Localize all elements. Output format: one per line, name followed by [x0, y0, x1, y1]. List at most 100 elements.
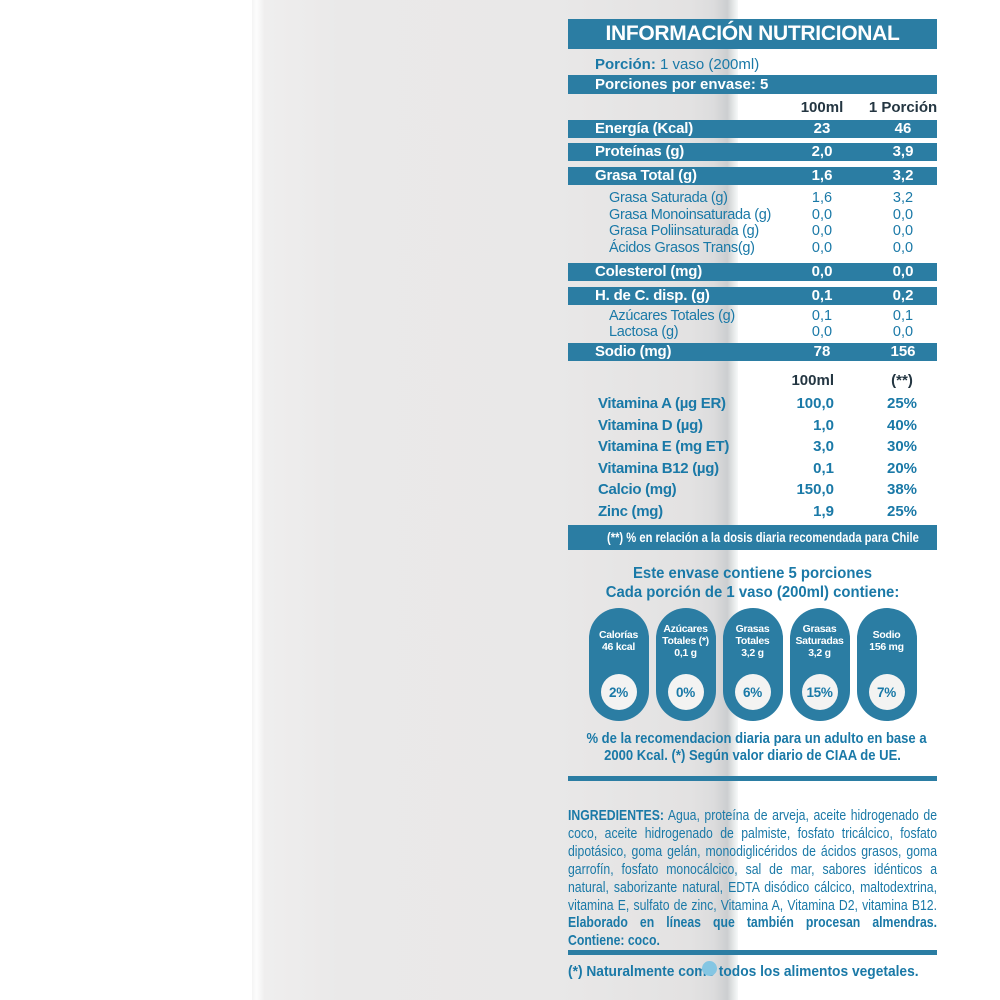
row-value-portion: 0,0 [892, 324, 914, 340]
badge-text: Grasas Totales 3,2 g [736, 608, 770, 674]
row-value-100ml: 0,0 [811, 207, 833, 223]
row-label: Lactosa (g) [609, 324, 679, 340]
row-value-100ml: 2,0 [811, 143, 833, 160]
row-label: Calcio (mg) [598, 481, 677, 498]
micro-header-pct: (**) [891, 372, 913, 389]
row-value-portion: 3,2 [892, 190, 914, 206]
row-value-100ml: 1,6 [811, 167, 833, 184]
row-value-100ml: 150,0 [796, 481, 834, 498]
row-label: Ácidos Grasos Trans(g) [609, 240, 755, 256]
badge-calorias: Calorías 46 kcal 2% [588, 608, 649, 721]
row-label: Grasa Total (g) [595, 167, 697, 184]
row-value-100ml: 0,0 [811, 324, 833, 340]
badge-percent: 0% [667, 674, 704, 710]
row-value-pct: 20% [886, 460, 918, 477]
badge-line: 0,1 g [674, 647, 697, 660]
badge-line: Totales (*) [662, 634, 709, 647]
serving-size-label: Porción: [595, 56, 656, 73]
ingredients-body: Agua, proteína de arveja, aceite hidroge… [568, 807, 938, 914]
row-value-100ml: 78 [813, 343, 831, 360]
column-headers: 100ml 1 Porción [568, 99, 937, 116]
vegetal-footnote: (*) Naturalmente como todos los alimento… [568, 964, 919, 980]
row-value-portion: 0,0 [892, 223, 914, 239]
ingredients-label: INGREDIENTES: [568, 807, 664, 824]
divider-bottom [568, 950, 937, 955]
pack-note-line1: Este envase contiene 5 porciones [632, 565, 873, 582]
serving-size-line: Porción: 1 vaso (200ml) [595, 56, 759, 73]
row-value-portion: 3,2 [892, 167, 914, 184]
ingredients-text: INGREDIENTES: Agua, proteína de arveja, … [568, 807, 937, 950]
light-blue-dot [702, 961, 717, 976]
row-value-portion: 0,0 [892, 207, 914, 223]
badge-grasas-saturadas: Grasas Saturadas 3,2 g 15% [789, 608, 850, 721]
badge-grasas-totales: Grasas Totales 3,2 g 6% [722, 608, 783, 721]
badge-line: 156 mg [869, 641, 904, 653]
row-label: Grasa Poliinsaturada (g) [609, 223, 759, 239]
column-header-100ml: 100ml [800, 99, 844, 116]
badge-text: Grasas Saturadas 3,2 g [795, 608, 843, 674]
row-value-portion: 0,2 [892, 287, 914, 304]
nutrition-panel: INFORMACIÓN NUTRICIONAL Porción: 1 vaso … [568, 0, 937, 1000]
micro-column-headers: 100ml (**) [568, 372, 937, 389]
badge-percent: 15% [801, 674, 838, 710]
table-row-sodio: Sodio (mg) 78 156 [568, 343, 937, 361]
row-value-portion: 156 [890, 343, 916, 360]
row-label: Colesterol (mg) [595, 263, 703, 280]
row-value-portion: 0,0 [892, 263, 914, 280]
row-label: Proteínas (g) [595, 143, 685, 160]
row-value-100ml: 1,0 [813, 417, 834, 434]
badge-line: Saturadas [795, 634, 844, 647]
badge-line: Grasas [735, 622, 770, 635]
row-label: Vitamina E (mg ET) [598, 438, 730, 455]
chile-footnote-band: (**) % en relación a la dosis diaria rec… [568, 525, 937, 550]
serving-size-value: 1 vaso (200ml) [655, 56, 760, 73]
row-value-100ml: 0,1 [813, 460, 834, 477]
panel-title: INFORMACIÓN NUTRICIONAL [568, 19, 937, 49]
badge-percent-value: 6% [743, 684, 762, 700]
row-value-100ml: 0,1 [811, 308, 833, 324]
row-value-100ml: 1,9 [813, 503, 834, 520]
row-value-pct: 25% [886, 395, 918, 412]
row-label: Energía (Kcal) [595, 120, 694, 137]
badge-line: 3,2 g [741, 647, 764, 660]
row-label: H. de C. disp. (g) [595, 287, 710, 304]
badge-text: Azúcares Totales (*) 0,1 g [662, 608, 709, 674]
badge-line: 46 kcal [602, 641, 635, 653]
table-row-acidos-trans: Ácidos Grasos Trans(g) 0,0 0,0 [568, 240, 937, 256]
badge-percent: 7% [868, 674, 905, 710]
package-surface: INFORMACIÓN NUTRICIONAL Porción: 1 vaso … [252, 0, 937, 1000]
row-label: Grasa Monoinsaturada (g) [609, 207, 772, 223]
row-value-100ml: 0,0 [811, 263, 833, 280]
badge-percent-value: 0% [676, 684, 695, 700]
row-label: Vitamina D (µg) [598, 417, 703, 434]
ingredients-allergen: Elaborado en líneas que también procesan… [568, 914, 938, 950]
badge-sodio: Sodio 156 mg 7% [856, 608, 917, 721]
table-row-grasa-poliinsaturada: Grasa Poliinsaturada (g) 0,0 0,0 [568, 223, 937, 239]
column-header-portion: 1 Porción [868, 99, 938, 116]
table-row-energia: Energía (Kcal) 23 46 [568, 120, 937, 138]
badge-percent-value: 2% [609, 684, 628, 700]
badge-percent-value: 7% [877, 684, 896, 700]
row-value-portion: 3,9 [892, 143, 914, 160]
table-row-grasa-monoinsaturada: Grasa Monoinsaturada (g) 0,0 0,0 [568, 207, 937, 223]
row-label: Grasa Saturada (g) [609, 190, 728, 206]
row-value-pct: 25% [886, 503, 918, 520]
row-label: Sodio (mg) [595, 343, 672, 360]
row-label: Zinc (mg) [598, 503, 663, 520]
table-row-azucares: Azúcares Totales (g) 0,1 0,1 [568, 308, 937, 324]
row-value-100ml: 0,1 [811, 287, 833, 304]
badge-percent-value: 15% [806, 684, 833, 700]
row-value-100ml: 0,0 [811, 240, 833, 256]
chile-footnote-text: (**) % en relación a la dosis diaria rec… [606, 529, 919, 545]
row-label: Azúcares Totales (g) [609, 308, 735, 324]
badge-line: Sodio [872, 628, 901, 641]
table-row-grasa-total: Grasa Total (g) 1,6 3,2 [568, 167, 937, 185]
row-value-portion: 0,1 [892, 308, 914, 324]
pack-note-line2: Cada porción de 1 vaso (200ml) contiene: [605, 584, 900, 601]
servings-per-pack: Porciones por envase: 5 [568, 75, 937, 94]
badge-line: Grasas [802, 622, 837, 635]
row-value-100ml: 0,0 [811, 223, 833, 239]
badge-text: Calorías 46 kcal [599, 608, 638, 674]
row-value-100ml: 23 [813, 120, 831, 137]
badge-line: Calorías [598, 628, 639, 641]
